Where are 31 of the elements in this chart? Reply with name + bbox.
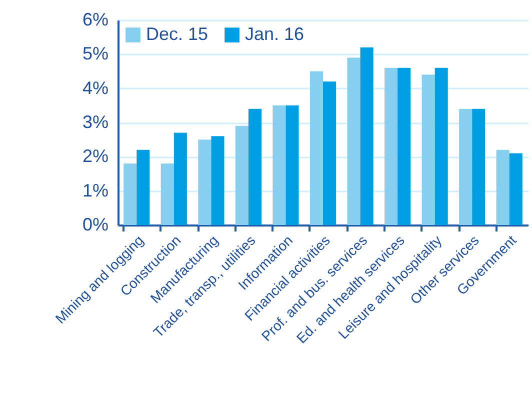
bar (434, 68, 448, 225)
bar (398, 68, 411, 225)
bar (459, 108, 472, 225)
bar (360, 47, 374, 225)
y-tick-label: 5% (82, 44, 108, 64)
bar (347, 58, 360, 225)
bar (422, 74, 435, 225)
legend-label: Jan. 16 (245, 24, 304, 44)
bar (198, 140, 212, 225)
bar (136, 150, 150, 225)
y-tick-label: 4% (82, 78, 108, 98)
bar (496, 150, 510, 225)
bar (384, 68, 398, 225)
legend-label: Dec. 15 (146, 24, 208, 44)
bar (211, 136, 224, 225)
bar (272, 105, 286, 225)
bar (472, 108, 486, 225)
bar (160, 164, 174, 225)
bar (509, 153, 522, 225)
bar (323, 82, 336, 225)
y-tick-label: 0% (82, 214, 108, 234)
bar (124, 164, 137, 225)
bar (286, 105, 299, 225)
y-tick-label: 6% (82, 10, 108, 30)
y-tick-label: 3% (82, 112, 108, 132)
bar (235, 126, 248, 225)
y-tick-label: 1% (82, 180, 108, 200)
y-tick-label: 2% (82, 146, 108, 166)
bar (248, 108, 262, 225)
bar (174, 132, 187, 225)
bar (310, 71, 323, 225)
